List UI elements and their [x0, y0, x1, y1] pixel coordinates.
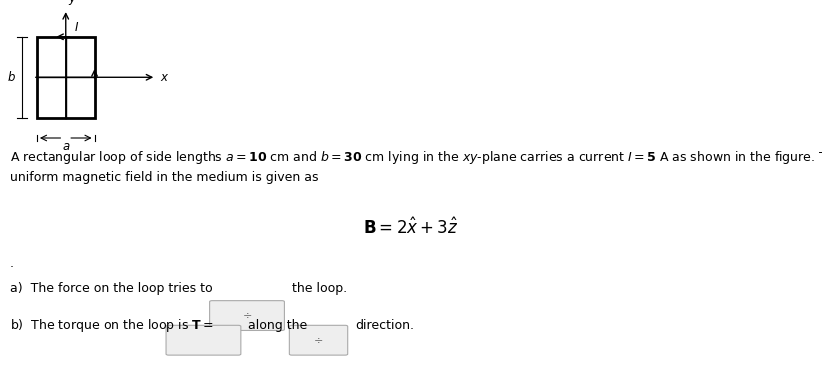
FancyBboxPatch shape	[289, 325, 348, 355]
Bar	[37, 37, 95, 118]
Text: along the: along the	[248, 319, 307, 332]
Text: the loop.: the loop.	[292, 282, 347, 296]
Text: $I$: $I$	[74, 21, 79, 34]
Text: a)  The force on the loop tries to: a) The force on the loop tries to	[10, 282, 213, 296]
Text: A rectangular loop of side lengths $a = \mathbf{10}$ cm and $b = \mathbf{30}$ cm: A rectangular loop of side lengths $a = …	[10, 149, 822, 166]
Text: b)  The torque on the loop is $\mathbf{T} =$: b) The torque on the loop is $\mathbf{T}…	[10, 317, 214, 334]
Text: $\mathbf{B} = 2\hat{x} + 3\hat{z}$: $\mathbf{B} = 2\hat{x} + 3\hat{z}$	[363, 218, 459, 238]
Text: uniform magnetic field in the medium is given as: uniform magnetic field in the medium is …	[10, 171, 318, 184]
FancyBboxPatch shape	[166, 325, 241, 355]
Text: $b$: $b$	[7, 70, 16, 84]
Text: ÷: ÷	[314, 335, 323, 345]
Text: ÷: ÷	[242, 311, 252, 321]
Text: $x$: $x$	[160, 71, 169, 84]
Text: $y$: $y$	[68, 0, 77, 7]
Text: .: .	[10, 256, 14, 270]
Text: $a$: $a$	[62, 140, 70, 153]
FancyBboxPatch shape	[210, 301, 284, 330]
Text: direction.: direction.	[355, 319, 414, 332]
